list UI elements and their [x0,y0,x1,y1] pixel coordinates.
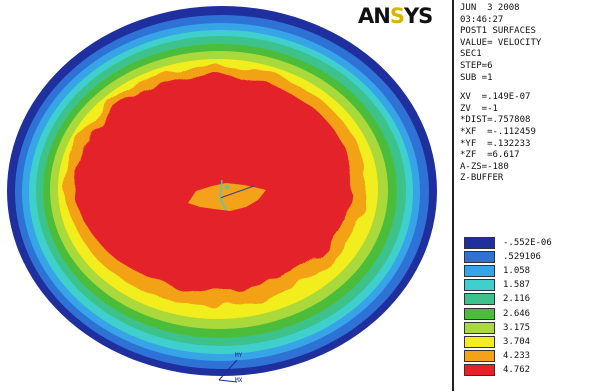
view-yf: *YF =.132233 [460,138,531,149]
graphics-viewport[interactable] [0,0,455,391]
legend-label: 4.762 [503,364,531,375]
info-time: 03:46:27 [460,14,504,25]
legend-item: 3.704 [464,335,552,349]
contour-plot [7,6,437,376]
legend-swatch [464,251,495,264]
contour-band-10 [76,75,352,291]
axis-y-label: MY [235,352,243,359]
legend-label: 1.587 [503,280,531,291]
info-date: JUN 3 2008 [460,3,520,13]
legend-label: 2.116 [503,294,531,305]
legend-item: 3.175 [464,321,552,335]
view-zv: ZV =-1 [460,103,498,114]
legend-label: -.552E-06 [503,238,552,249]
legend-label: 3.704 [503,336,531,347]
legend-item: 1.058 [464,264,552,278]
legend-swatch [464,279,495,292]
legend-swatch [464,363,495,376]
view-zbuffer: Z-BUFFER [460,173,504,184]
legend-item: 4.233 [464,349,552,363]
view-xf: *XF =-.112459 [460,126,536,137]
legend-label: 2.646 [503,308,531,319]
info-panel: JUN 3 2008 03:46:27 POST1 SURFACES VALUE… [460,3,596,185]
legend-swatch [464,293,495,306]
legend-item: 1.587 [464,278,552,292]
legend-swatch [464,335,495,348]
legend-label: 4.233 [503,350,531,361]
panel-divider [452,0,454,391]
info-post-type: POST1 SURFACES [460,26,536,37]
logo-suffix: YS [403,4,433,28]
info-value-type: VALUE= VELOCITY [460,37,542,48]
axis-triad-lines [218,359,238,383]
legend-item: 2.646 [464,306,552,320]
legend-label: .529106 [503,252,541,263]
info-step: STEP=6 [460,60,493,71]
inner-low-region [188,183,266,211]
legend-item: -.552E-06 [464,236,552,250]
view-zf: *ZF =6.617 [460,150,520,161]
view-xv: XV =.149E-07 [460,92,531,103]
legend-swatch [464,265,495,278]
coordinate-marker [219,179,255,211]
info-substep: SUB =1 [460,72,493,83]
legend-swatch [464,307,495,320]
axis-triad: MY MX [213,352,253,388]
logo-prefix: AN [358,4,391,28]
legend-swatch [464,237,495,250]
legend-swatch [464,349,495,362]
legend-item: .529106 [464,250,552,264]
logo-accent: S [389,4,405,28]
legend-item: 4.762 [464,363,552,377]
legend-label: 3.175 [503,322,531,333]
legend-label: 1.058 [503,266,531,277]
legend-swatch [464,321,495,334]
legend-item: 2.116 [464,292,552,306]
view-dist: *DIST=.757808 [460,115,531,126]
axis-x-label: MX [235,377,243,384]
ansys-logo: ANSYS [358,4,433,28]
info-section: SEC1 [460,49,482,60]
contour-legend: -.552E-06 .529106 1.058 1.587 2.116 2.64… [464,236,552,377]
view-azs: A-ZS=-180 [460,161,509,172]
